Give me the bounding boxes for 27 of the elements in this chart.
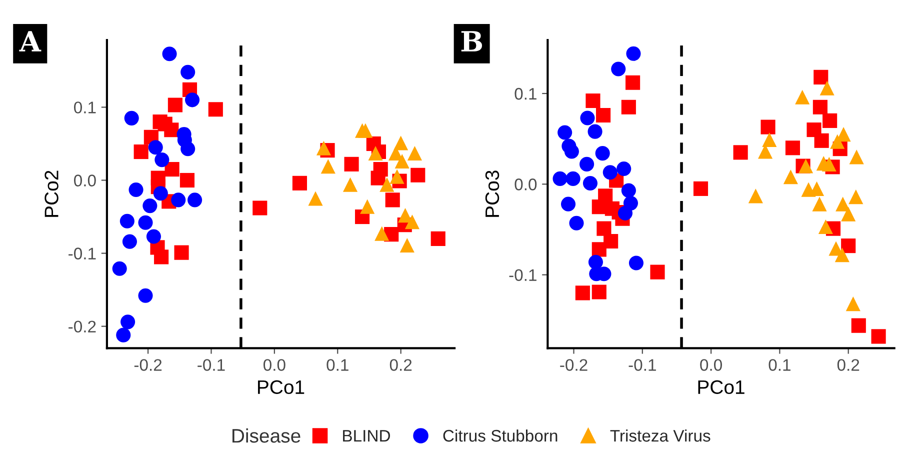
y-tick-label: 0.1 (514, 88, 536, 100)
text: B (461, 31, 482, 52)
y-tick-label: 0.1 (74, 102, 96, 114)
legend-label: BLIND (343, 430, 390, 442)
legend-label: Citrus Stubborn (443, 429, 558, 442)
x-axis-title: PCo1 (258, 380, 304, 394)
x-tick-label: 0.0 (700, 359, 722, 371)
y-tick-label: 0.0 (74, 174, 96, 186)
x-tick-label: -0.2 (560, 359, 588, 371)
legend-title: Disease (232, 428, 300, 443)
y-tick-label: 0.0 (514, 178, 537, 190)
text: A (19, 31, 42, 52)
x-axis-title: PCo1 (698, 380, 744, 394)
x-tick-label: 0.2 (837, 359, 860, 371)
x-tick-label: 0.1 (326, 359, 348, 371)
y-axis-title: PCo3 (485, 170, 500, 217)
x-tick-label: 0.2 (390, 359, 412, 371)
y-tick-label: -0.1 (509, 269, 536, 281)
legend-label: Tristeza Virus (610, 429, 710, 442)
y-tick-label: -0.2 (68, 320, 96, 333)
y-axis-title: PCo2 (44, 170, 58, 217)
y-tick-label: -0.1 (68, 248, 96, 260)
x-tick-label: 0.1 (768, 359, 790, 371)
x-tick-label: -0.2 (134, 359, 162, 371)
x-tick-label: -0.1 (198, 359, 225, 371)
x-tick-label: 0.0 (263, 359, 286, 371)
x-tick-label: -0.1 (628, 359, 656, 371)
